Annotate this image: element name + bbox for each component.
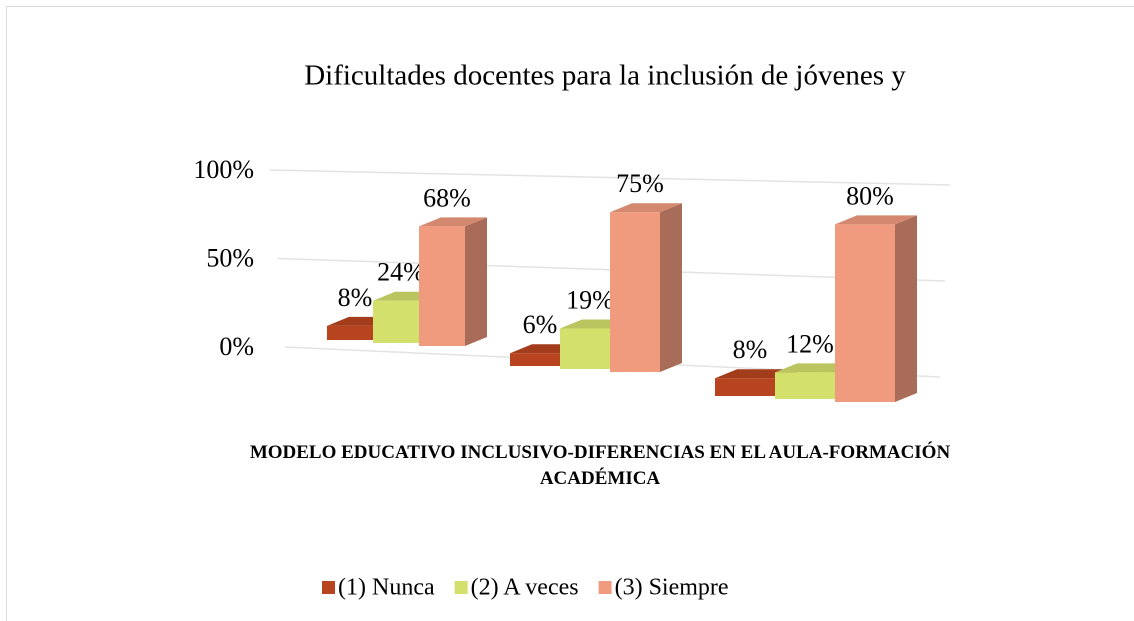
legend-swatch <box>598 581 612 594</box>
data-label: 12% <box>786 329 834 358</box>
data-label: 68% <box>423 183 471 212</box>
bar-top <box>835 215 917 225</box>
bar-side <box>660 203 682 372</box>
bar <box>715 378 775 396</box>
bar-side <box>895 215 917 402</box>
bar <box>775 372 835 399</box>
bar <box>610 212 660 372</box>
data-label: 19% <box>566 285 614 314</box>
data-label: 6% <box>523 310 558 339</box>
y-tick-label: 100% <box>193 155 254 184</box>
x-axis-label: MODELO EDUCATIVO INCLUSIVO-DIFERENCIAS E… <box>249 442 951 489</box>
legend-label: (3) Siempre <box>615 575 729 601</box>
bar <box>835 224 895 402</box>
legend-swatch <box>454 581 468 594</box>
data-label: 75% <box>616 169 664 198</box>
data-label: 8% <box>338 283 373 312</box>
legend-label: (2) A veces <box>471 575 579 601</box>
bar <box>560 328 610 369</box>
legend-label: (1) Nunca <box>338 575 435 601</box>
bar <box>327 325 373 340</box>
bar-side <box>465 217 487 346</box>
data-label: 80% <box>846 181 894 210</box>
legend-swatch <box>322 581 335 594</box>
data-label: 24% <box>377 258 425 287</box>
grid-line <box>269 169 951 186</box>
chart-border <box>6 6 1134 621</box>
data-label: 8% <box>733 335 768 364</box>
bar <box>510 353 560 366</box>
bar <box>419 226 465 346</box>
y-tick-label: 0% <box>219 332 254 361</box>
y-tick-label: 50% <box>206 243 254 272</box>
chart-title: Dificultades docentes para la inclusión … <box>304 60 906 92</box>
bar-top <box>610 203 682 213</box>
bar <box>373 300 419 343</box>
bar-top <box>419 217 487 227</box>
